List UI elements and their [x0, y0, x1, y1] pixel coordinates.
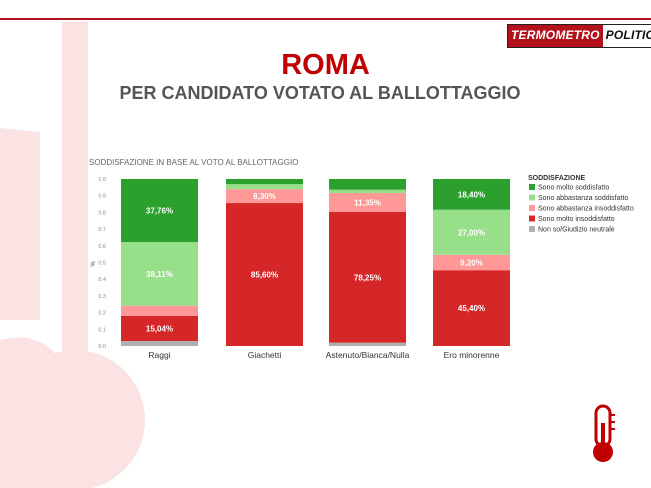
x-tick-label: Raggi	[148, 350, 170, 360]
legend-swatch	[529, 194, 535, 201]
data-label: 11,35%	[354, 199, 381, 208]
bar-segment	[121, 340, 198, 346]
legend-swatch	[529, 215, 535, 222]
bar-segment	[433, 179, 510, 210]
data-label: 8,30%	[253, 192, 276, 201]
thermometer-icon	[593, 404, 615, 462]
y-tick-label: 0.8	[98, 210, 106, 216]
y-tick-label: 0.6	[98, 244, 106, 250]
data-label: 15,04%	[146, 324, 173, 333]
y-tick-label: 0.1	[98, 327, 106, 333]
bar-segment	[226, 184, 303, 190]
page-subtitle: PER CANDIDATO VOTATO AL BALLOTTAGGIO	[119, 83, 521, 103]
bar-segment	[433, 270, 510, 346]
data-label: 18,40%	[458, 190, 485, 199]
data-label: 85,60%	[251, 271, 278, 280]
x-tick-label: Giachetti	[248, 350, 282, 360]
bar-segment	[329, 193, 406, 212]
bar-segment	[121, 305, 198, 316]
brand-logo[interactable]: TERMOMETRO POLITICO	[507, 24, 651, 48]
bar-segment	[433, 209, 510, 255]
legend-label: Sono molto insoddisfatto	[538, 216, 615, 223]
y-tick-label: 0.0	[98, 344, 106, 350]
y-tick-label: 0.2	[98, 311, 106, 317]
legend-label: Sono abbastanza soddisfatto	[538, 195, 628, 202]
data-label: 9,20%	[460, 259, 483, 268]
data-label: 27,00%	[458, 228, 485, 237]
legend-swatch	[529, 226, 535, 232]
y-tick-label: 1.0	[98, 177, 106, 183]
logo-text-right: POLITICO	[602, 25, 651, 47]
logo-text-left: TERMOMETRO	[508, 25, 603, 47]
legend-label: Non so/Giudizio neutrale	[538, 227, 615, 234]
bar-segment	[329, 179, 406, 190]
bar-segment	[226, 179, 303, 185]
legend-label: Sono abbastanza insoddisfatto	[538, 206, 634, 213]
bar-segment	[226, 189, 303, 204]
y-tick-label: 0.5	[98, 261, 106, 267]
y-tick-label: 0.4	[98, 277, 106, 283]
legend-label: Sono molto soddisfatto	[538, 185, 609, 192]
data-label: 37,76%	[146, 207, 173, 216]
data-label: 78,25%	[354, 273, 381, 282]
data-label: 45,40%	[458, 304, 485, 313]
chart-title: SODDISFAZIONE IN BASE AL VOTO AL BALLOTT…	[89, 158, 298, 167]
x-tick-label: Astenuto/Bianca/Nulla	[326, 350, 410, 360]
header-rule	[0, 18, 651, 20]
legend-title: SODDISFAZIONE	[528, 175, 586, 182]
data-label: 38,11%	[146, 270, 173, 279]
bar-segment	[226, 203, 303, 346]
legend-swatch	[529, 184, 535, 190]
legend-swatch	[529, 205, 535, 211]
bar-segment	[329, 211, 406, 343]
bar-segment	[121, 179, 198, 243]
bar-segment	[121, 315, 198, 341]
y-tick-label: 0.9	[98, 194, 106, 200]
y-tick-label: 0.3	[98, 294, 106, 300]
y-tick-label: 0.7	[98, 227, 106, 233]
bar-segment	[433, 254, 510, 271]
bar-segment	[329, 342, 406, 346]
bar-segment	[329, 189, 406, 194]
y-axis-label: %	[91, 261, 97, 267]
page-title: ROMA	[281, 49, 370, 81]
bar-segment	[121, 242, 198, 306]
x-tick-label: Ero minorenne	[444, 350, 500, 360]
